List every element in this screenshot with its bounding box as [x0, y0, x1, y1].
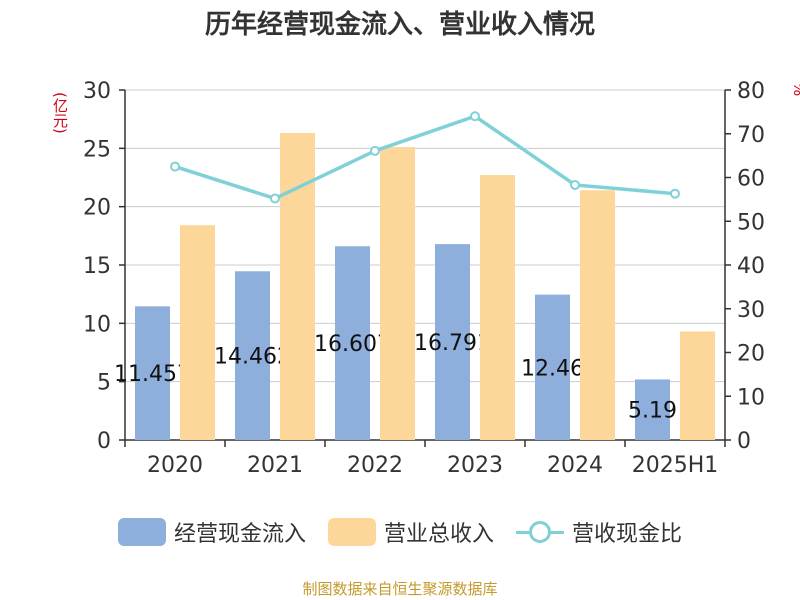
left-axis-unit: (亿元) [51, 92, 69, 134]
bar-revenue-overlay [480, 175, 515, 440]
data-label-cash-inflow: 16.791 [414, 331, 491, 356]
right-tick-label: 50 [737, 210, 765, 235]
point-cash-ratio [370, 145, 380, 156]
bar-cash-inflow [635, 379, 670, 440]
right-tick-label: 10 [737, 385, 765, 410]
x-tick-label: 2020 [147, 453, 203, 478]
left-tick-label: 5 [97, 371, 111, 396]
data-label-cash-inflow: 12.46 [521, 356, 584, 381]
x-tick-label: 2023 [447, 453, 503, 478]
x-tick-label: 2021 [247, 453, 303, 478]
x-tick-label: 2022 [347, 453, 403, 478]
data-label-cash-inflow: 16.607 [314, 332, 391, 357]
bar-revenue-overlay [280, 133, 315, 440]
legend-item-cash-inflow[interactable]: 经营现金流入 [117, 516, 306, 548]
point-cash-ratio [170, 161, 180, 172]
bar-cash-inflow [335, 246, 370, 440]
legend-label-cash-ratio: 营收现金比 [572, 522, 683, 547]
legend-label-cash-inflow: 经营现金流入 [173, 522, 306, 547]
legend-swatch-cash-ratio [516, 518, 564, 546]
data-label-cash-inflow: 11.457 [114, 362, 191, 387]
bar-cash-inflow [235, 271, 270, 440]
bar-cash-inflow [435, 244, 470, 440]
right-tick-label: 30 [737, 298, 765, 323]
left-tick-label: 10 [83, 312, 111, 337]
data-label-cash-inflow: 14.462 [214, 345, 291, 370]
right-tick-label: 40 [737, 254, 765, 279]
bar-revenue-overlay [180, 225, 215, 440]
source-note: 制图数据来自恒生聚源数据库 [302, 580, 498, 598]
bar-cash-inflow [135, 306, 170, 440]
left-tick-label: 20 [83, 196, 111, 221]
right-tick-label: 20 [737, 342, 765, 367]
legend-item-cash-ratio[interactable]: 营收现金比 [516, 516, 682, 548]
right-tick-label: 70 [737, 123, 765, 148]
bar-revenue-overlay [680, 331, 715, 440]
bar-revenue-overlay [580, 190, 615, 440]
bar-revenue-overlay [380, 147, 415, 440]
left-tick-label: 0 [97, 429, 111, 454]
point-cash-ratio [470, 111, 480, 122]
legend-swatch-revenue [327, 518, 376, 546]
point-cash-ratio [570, 179, 580, 190]
right-tick-label: 0 [737, 429, 751, 454]
point-cash-ratio [270, 193, 280, 204]
legend-label-revenue: 营业总收入 [383, 522, 494, 547]
legend-swatch-cash-inflow [117, 518, 166, 546]
point-cash-ratio [670, 188, 680, 199]
left-tick-label: 25 [83, 137, 111, 162]
bar-cash-inflow [535, 294, 570, 440]
left-tick-label: 15 [83, 254, 111, 279]
x-tick-label: 2025H1 [632, 453, 719, 478]
data-label-cash-inflow: 5.19 [628, 399, 677, 424]
legend-item-revenue[interactable]: 营业总收入 [327, 516, 494, 548]
left-tick-label: 30 [83, 79, 111, 104]
right-axis-unit: % [790, 82, 800, 97]
legend: 经营现金流入 营业总收入 营收现金比 [0, 516, 800, 548]
x-tick-label: 2024 [547, 453, 603, 478]
right-tick-label: 60 [737, 167, 765, 192]
line-cash-ratio [174, 114, 676, 201]
chart-title: 历年经营现金流入、营业收入情况 [204, 10, 595, 40]
right-tick-label: 80 [737, 79, 765, 104]
